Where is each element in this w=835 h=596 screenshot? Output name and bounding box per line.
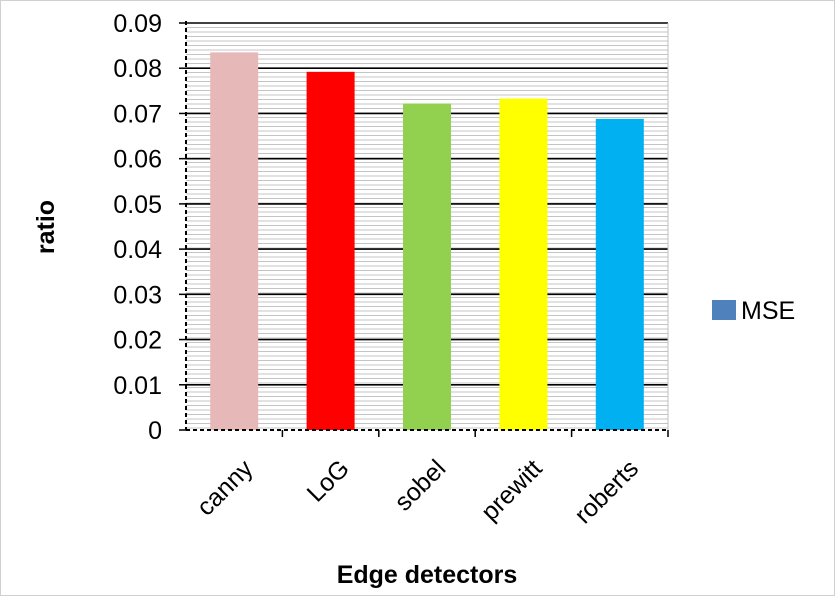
bar-canny	[210, 52, 259, 431]
y-tick-label: 0.03	[113, 281, 162, 309]
y-tick-label: 0.08	[113, 55, 162, 83]
legend-label: MSE	[741, 297, 795, 325]
x-axis-title: Edge detectors	[337, 561, 518, 589]
x-tick-label: sobel	[389, 454, 451, 516]
x-tick-label: canny	[191, 454, 258, 521]
y-tick-label: 0.09	[113, 10, 162, 38]
y-tick-label: 0.06	[113, 146, 162, 174]
bar-roberts	[595, 118, 644, 431]
bar-log	[306, 71, 355, 430]
legend-swatch	[712, 300, 736, 320]
y-tick-label: 0.04	[113, 236, 162, 264]
y-tick-label: 0.07	[113, 100, 162, 128]
y-axis-title: ratio	[32, 200, 60, 254]
x-tick-label: LoG	[302, 454, 355, 507]
y-tick-label: 0.05	[113, 191, 162, 219]
x-tick-label: prewitt	[476, 454, 548, 526]
bar-sobel	[403, 103, 451, 431]
bar-prewitt	[499, 98, 548, 430]
y-tick-label: 0	[148, 417, 162, 445]
y-tick-label: 0.02	[113, 327, 162, 355]
y-tick-label: 0.01	[113, 372, 162, 400]
x-tick-label: roberts	[569, 454, 644, 529]
